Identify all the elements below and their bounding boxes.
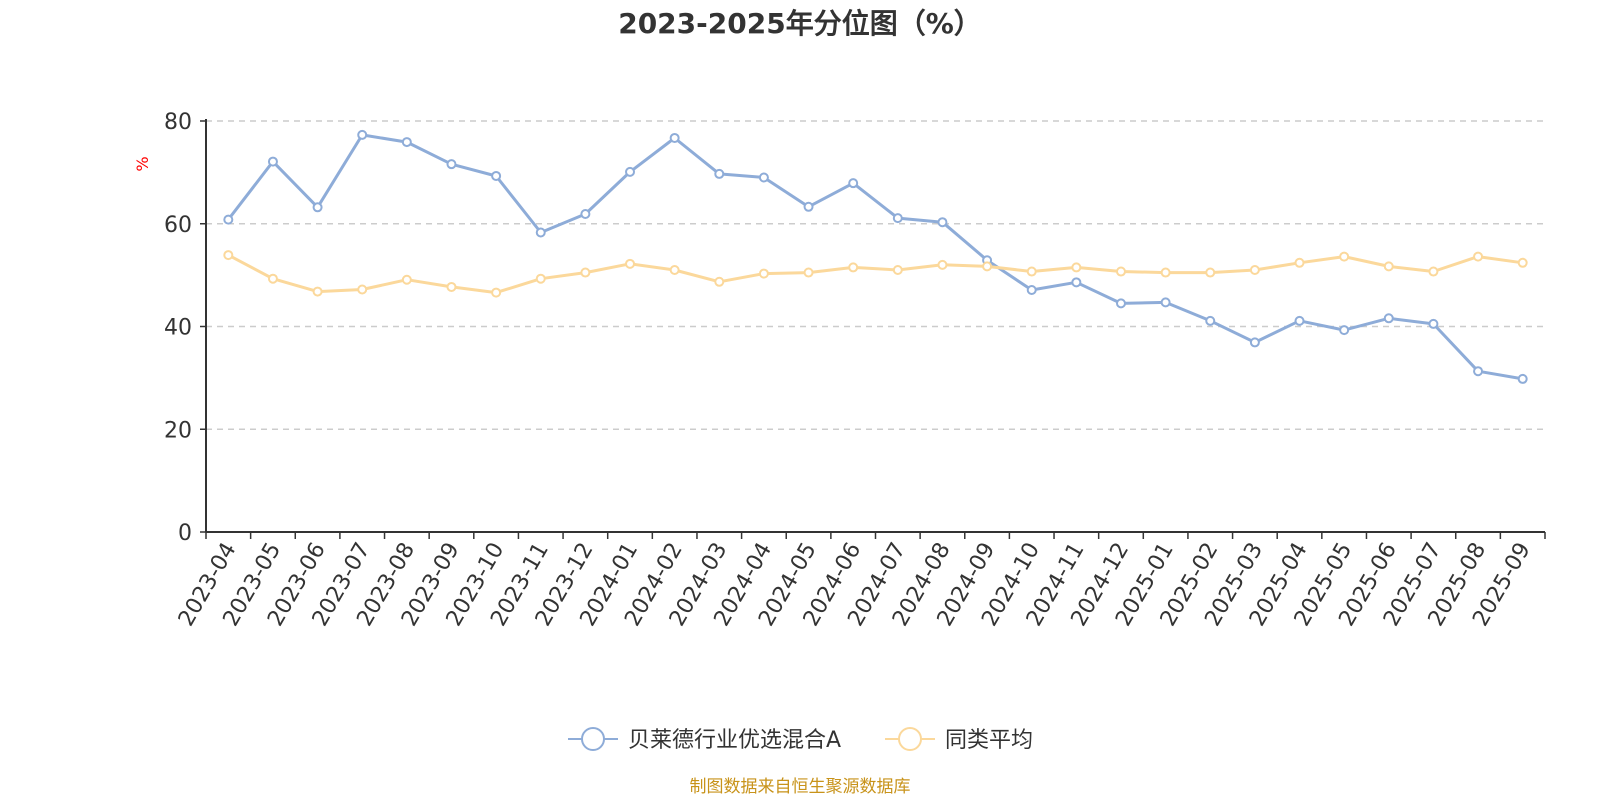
legend-marker-icon [581,727,605,751]
data-point[interactable] [848,178,859,189]
legend-item-average[interactable]: 同类平均 [885,727,1033,753]
series-line [226,253,1525,295]
data-point[interactable] [892,264,903,275]
data-point[interactable] [267,156,278,167]
data-point[interactable] [401,274,412,285]
data-point[interactable] [1026,285,1037,296]
data-point[interactable] [491,287,502,298]
data-point[interactable] [535,227,546,238]
data-point[interactable] [714,168,725,179]
series-layer [223,129,1528,384]
data-point[interactable] [401,137,412,148]
y-axis-unit: % [133,156,152,171]
data-point[interactable] [357,284,368,295]
data-point[interactable] [625,258,636,269]
data-point[interactable] [937,217,948,228]
y-tick-label: 60 [164,213,192,238]
data-point[interactable] [625,166,636,177]
data-point[interactable] [446,159,457,170]
data-point[interactable] [223,214,234,225]
data-point[interactable] [1473,251,1484,262]
data-point[interactable] [1160,267,1171,278]
data-point[interactable] [1249,264,1260,275]
data-point[interactable] [937,259,948,270]
data-point[interactable] [1026,266,1037,277]
data-point[interactable] [357,129,368,140]
data-point[interactable] [223,250,234,261]
data-point[interactable] [312,286,323,297]
data-point[interactable] [1294,257,1305,268]
data-point[interactable] [1205,267,1216,278]
data-point[interactable] [669,264,680,275]
data-point[interactable] [580,208,591,219]
data-point[interactable] [491,170,502,181]
data-point[interactable] [669,132,680,143]
data-point[interactable] [758,172,769,183]
data-point[interactable] [1517,257,1528,268]
data-point[interactable] [535,273,546,284]
data-point[interactable] [1428,318,1439,329]
data-point[interactable] [1071,277,1082,288]
data-point[interactable] [1115,266,1126,277]
data-source-footer: 制图数据来自恒生聚源数据库 [690,777,911,797]
data-point[interactable] [848,262,859,273]
y-tick-label: 20 [164,418,192,443]
data-point[interactable] [1517,373,1528,384]
data-point[interactable] [1383,261,1394,272]
data-point[interactable] [267,273,278,284]
data-point[interactable] [580,267,591,278]
data-point[interactable] [1249,337,1260,348]
y-tick-label: 0 [178,521,192,546]
data-point[interactable] [446,281,457,292]
data-point[interactable] [1473,366,1484,377]
data-point[interactable] [714,276,725,287]
data-point[interactable] [1428,266,1439,277]
series-category-average [223,250,1528,298]
series-line [226,133,1525,381]
data-point[interactable] [1115,298,1126,309]
y-tick-label: 40 [164,316,192,341]
legend-marker-icon [898,727,922,751]
data-point[interactable] [892,213,903,224]
legend-label: 同类平均 [945,728,1033,753]
data-point[interactable] [1294,315,1305,326]
data-point[interactable] [803,267,814,278]
legend[interactable]: 贝莱德行业优选混合A 同类平均 [568,727,1033,753]
chart-title: 2023-2025年分位图（%） [618,7,982,40]
data-point[interactable] [1383,313,1394,324]
data-point[interactable] [1339,325,1350,336]
data-point[interactable] [1160,297,1171,308]
y-tick-label: 80 [164,110,192,135]
legend-item-fund[interactable]: 贝莱德行业优选混合A [568,727,841,753]
legend-label: 贝莱德行业优选混合A [628,728,841,753]
series-fund [223,129,1528,384]
data-point[interactable] [312,202,323,213]
data-point[interactable] [1205,315,1216,326]
axis-layer: 0204060802023-042023-052023-062023-07202… [164,110,1546,631]
data-point[interactable] [758,268,769,279]
data-point[interactable] [803,201,814,212]
data-point[interactable] [1339,251,1350,262]
data-point[interactable] [1071,262,1082,273]
data-point[interactable] [982,261,993,272]
